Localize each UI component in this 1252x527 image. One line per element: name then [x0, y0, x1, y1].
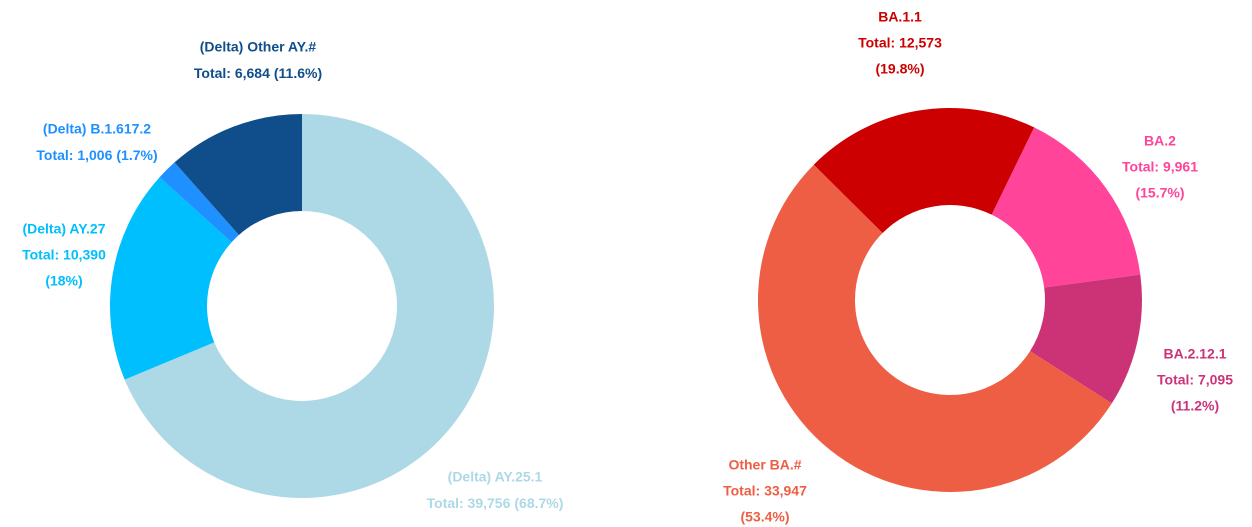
value-label: Total: 39,756 (68.7%)	[427, 495, 564, 511]
value-label: Total: 9,961	[1122, 159, 1198, 175]
slice-label: (Delta) Other AY.#	[200, 39, 317, 55]
value-label: Total: 33,947	[723, 483, 807, 499]
donut-slice	[124, 114, 495, 498]
donut-slice	[991, 127, 1141, 288]
percent-label: (68.7%)	[514, 495, 563, 511]
value-label: Total: 6,684	[194, 65, 270, 81]
slice-label: Other BA.#	[728, 457, 801, 473]
percent-label: (15.7%)	[1135, 185, 1184, 201]
donut-slice	[174, 114, 302, 235]
percent-label: (53.4%)	[740, 509, 789, 525]
value-label: Total: 1,006	[36, 147, 112, 163]
slice-label: (Delta) AY.27	[22, 221, 105, 237]
donut-slice	[159, 162, 239, 243]
value-label: Total: 39,756	[427, 495, 511, 511]
slice-label: (Delta) B.1.617.2	[43, 121, 151, 137]
percent-label: (19.8%)	[875, 61, 924, 77]
donut-slice	[1030, 274, 1142, 404]
slice-label: BA.2	[1144, 133, 1176, 149]
value-label: Total: 6,684 (11.6%)	[194, 65, 322, 81]
value-label: Total: 1,006 (1.7%)	[36, 147, 157, 163]
donut-slice	[813, 108, 1035, 234]
percent-label: (11.2%)	[1171, 398, 1219, 414]
percent-label: (1.7%)	[116, 147, 157, 163]
percent-label: (11.6%)	[274, 65, 322, 81]
slice-label: BA.1.1	[878, 9, 922, 25]
donut-slice	[758, 164, 1112, 492]
value-label: Total: 7,095	[1157, 372, 1233, 388]
slice-label: BA.2.12.1	[1163, 346, 1226, 362]
donut-slice	[110, 177, 232, 380]
percent-label: (18%)	[45, 273, 82, 289]
value-label: Total: 10,390	[22, 247, 106, 263]
slice-label: (Delta) AY.25.1	[448, 469, 543, 485]
value-label: Total: 12,573	[858, 35, 942, 51]
